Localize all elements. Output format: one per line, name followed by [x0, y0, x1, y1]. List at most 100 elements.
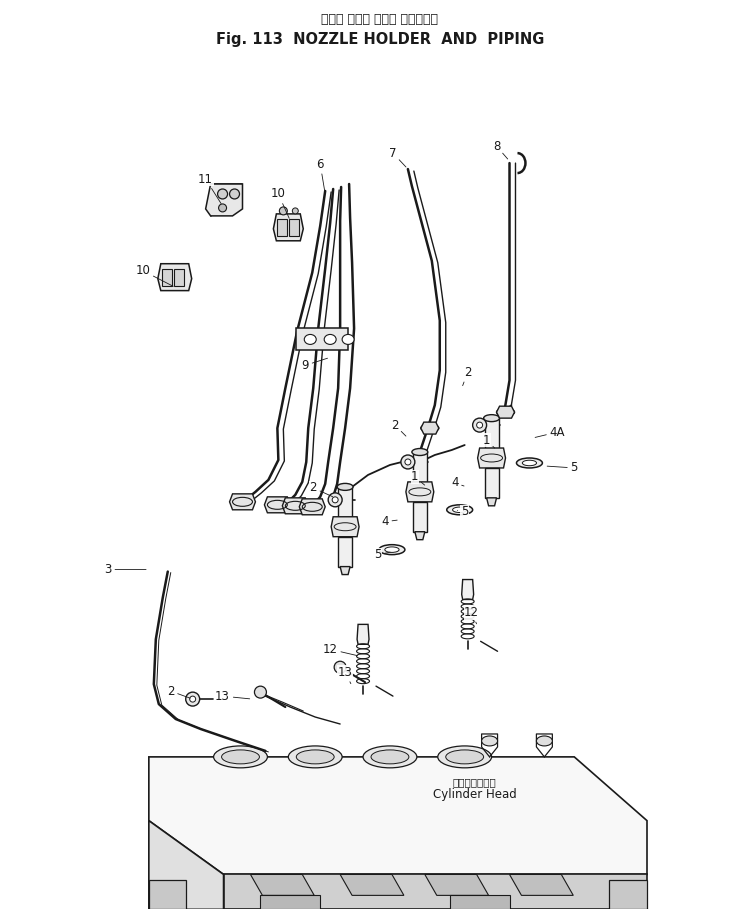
Text: 5: 5 [374, 548, 391, 561]
Circle shape [254, 686, 266, 698]
Ellipse shape [497, 408, 514, 416]
Ellipse shape [288, 746, 342, 768]
Ellipse shape [222, 750, 259, 763]
Polygon shape [260, 896, 320, 909]
Polygon shape [340, 875, 404, 896]
Circle shape [293, 208, 299, 214]
Polygon shape [149, 880, 185, 909]
Polygon shape [413, 502, 427, 532]
Circle shape [401, 455, 415, 469]
Ellipse shape [482, 736, 498, 746]
Text: 5: 5 [547, 462, 578, 475]
Ellipse shape [342, 334, 354, 344]
Circle shape [190, 696, 196, 702]
Text: 13: 13 [338, 666, 353, 683]
Circle shape [333, 496, 338, 503]
Polygon shape [609, 880, 647, 909]
Polygon shape [331, 517, 359, 537]
Polygon shape [486, 497, 497, 506]
Text: Fig. 113  NOZZLE HOLDER  AND  PIPING: Fig. 113 NOZZLE HOLDER AND PIPING [216, 32, 544, 47]
Polygon shape [415, 532, 425, 539]
Ellipse shape [305, 334, 316, 344]
Text: ノズル ホルダ および パイピング: ノズル ホルダ および パイピング [321, 13, 439, 26]
Text: 11: 11 [198, 172, 221, 203]
Text: 2: 2 [463, 366, 471, 385]
Text: 2: 2 [391, 419, 406, 436]
Text: Cylinder Head: Cylinder Head [433, 788, 516, 802]
Text: 7: 7 [389, 147, 406, 167]
Text: 4A: 4A [535, 425, 565, 438]
Polygon shape [497, 406, 514, 418]
Bar [296, 329, 348, 351]
Text: シリンダヘッド: シリンダヘッド [452, 777, 497, 787]
Text: 2: 2 [309, 481, 333, 496]
Polygon shape [206, 184, 243, 216]
Ellipse shape [363, 746, 417, 768]
Polygon shape [338, 537, 352, 567]
Polygon shape [338, 486, 352, 517]
Text: 1: 1 [411, 470, 425, 485]
Ellipse shape [438, 746, 492, 768]
Text: 13: 13 [215, 690, 250, 702]
Polygon shape [265, 496, 290, 513]
Ellipse shape [337, 484, 353, 490]
Polygon shape [449, 896, 510, 909]
Ellipse shape [523, 460, 537, 466]
Polygon shape [282, 497, 308, 514]
Text: 2: 2 [167, 685, 190, 698]
Ellipse shape [379, 545, 405, 555]
Polygon shape [425, 875, 489, 896]
Text: 9: 9 [302, 358, 327, 372]
Polygon shape [149, 821, 224, 909]
Circle shape [477, 422, 483, 428]
Text: 3: 3 [104, 563, 146, 576]
Ellipse shape [483, 415, 500, 422]
Polygon shape [250, 875, 314, 896]
Circle shape [405, 459, 411, 465]
Polygon shape [413, 452, 427, 482]
Ellipse shape [371, 750, 409, 763]
Polygon shape [357, 624, 369, 644]
Ellipse shape [421, 425, 439, 432]
Polygon shape [461, 579, 474, 599]
Ellipse shape [446, 505, 473, 515]
Ellipse shape [296, 750, 334, 763]
Bar [162, 269, 172, 286]
Ellipse shape [446, 750, 483, 763]
Polygon shape [340, 567, 350, 575]
Circle shape [334, 661, 346, 673]
Text: 8: 8 [493, 139, 507, 159]
Polygon shape [224, 875, 647, 909]
Circle shape [473, 418, 486, 432]
Polygon shape [406, 482, 434, 502]
Bar [290, 219, 299, 236]
Polygon shape [229, 494, 256, 510]
Text: 12: 12 [323, 643, 357, 656]
Polygon shape [510, 875, 573, 896]
Polygon shape [477, 448, 505, 468]
Polygon shape [485, 418, 498, 448]
Bar [173, 269, 184, 286]
Ellipse shape [412, 448, 428, 456]
Ellipse shape [516, 458, 542, 468]
Polygon shape [158, 263, 192, 291]
Circle shape [328, 493, 342, 507]
Text: 10: 10 [271, 188, 290, 219]
Circle shape [229, 189, 240, 199]
Ellipse shape [385, 547, 399, 552]
Bar [277, 219, 287, 236]
Circle shape [218, 189, 228, 199]
Circle shape [280, 207, 287, 215]
Ellipse shape [324, 334, 336, 344]
Text: 6: 6 [317, 158, 325, 191]
Text: 1: 1 [483, 434, 495, 448]
Text: 5: 5 [458, 506, 468, 518]
Text: 4: 4 [382, 516, 397, 528]
Ellipse shape [452, 507, 467, 513]
Circle shape [219, 204, 226, 212]
Polygon shape [274, 214, 303, 241]
Circle shape [185, 692, 200, 706]
Text: 4: 4 [451, 476, 464, 489]
Text: 10: 10 [136, 264, 173, 286]
Text: 12: 12 [464, 606, 479, 624]
